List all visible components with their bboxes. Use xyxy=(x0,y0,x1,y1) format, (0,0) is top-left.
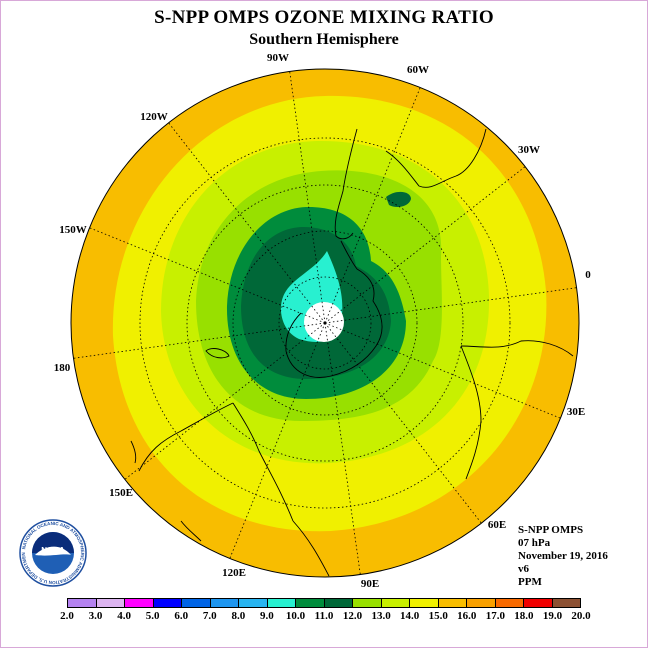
svg-text:NOAA: NOAA xyxy=(41,546,65,555)
info-version: v6 xyxy=(518,563,529,575)
legend-swatch xyxy=(296,599,325,607)
legend-tick-label: 10.0 xyxy=(285,610,306,622)
legend-tick-label: 17.0 xyxy=(485,610,505,622)
color-legend xyxy=(67,598,581,608)
legend-tick-label: 15.0 xyxy=(428,610,448,622)
lon-label-120e: 120E xyxy=(222,567,246,579)
noaa-logo: NATIONAL OCEANIC AND ATMOSPHERIC ADMINIS… xyxy=(19,519,87,587)
lon-label-60e: 60E xyxy=(487,519,507,531)
info-date: November 19, 2016 xyxy=(518,550,608,562)
lon-label-150w: 150W xyxy=(59,224,87,236)
legend-swatch xyxy=(524,599,553,607)
legend-swatch xyxy=(353,599,382,607)
map-title: S-NPP OMPS OZONE MIXING RATIO xyxy=(154,7,494,28)
legend-swatch xyxy=(68,599,97,607)
south-pole-marker xyxy=(323,321,327,325)
legend-tick-label: 11.0 xyxy=(314,610,334,622)
lon-label-90e: 90E xyxy=(360,578,380,590)
legend-tick-label: 5.0 xyxy=(145,610,160,622)
latitude-circle xyxy=(278,276,372,370)
lon-label-180: 180 xyxy=(53,362,71,374)
legend-tick-label: 16.0 xyxy=(457,610,477,622)
legend-swatch xyxy=(438,599,467,607)
map-boundary xyxy=(70,68,580,578)
lon-label-150e: 150E xyxy=(109,487,133,499)
legend-tick-label: 14.0 xyxy=(400,610,420,622)
legend-swatch xyxy=(210,599,239,607)
legend-tick-label: 2.0 xyxy=(60,610,74,622)
info-units: PPM xyxy=(518,576,542,588)
legend-tick-label: 6.0 xyxy=(174,610,189,622)
legend-tick-label: 13.0 xyxy=(371,610,391,622)
legend-tick-label: 18.0 xyxy=(514,610,534,622)
legend-tick-label: 20.0 xyxy=(571,610,591,622)
legend-tick-label: 3.0 xyxy=(88,610,103,622)
map-subtitle: Southern Hemisphere xyxy=(249,31,399,48)
lon-label-120w: 120W xyxy=(140,111,168,123)
product-info: S-NPP OMPS 07 hPa November 19, 2016 v6 P… xyxy=(518,524,608,589)
legend-tick-label: 9.0 xyxy=(260,610,274,622)
latitude-circle xyxy=(232,230,418,416)
ozone-field xyxy=(71,69,579,577)
lon-label-30w: 30W xyxy=(518,144,540,156)
lon-label-90w: 90W xyxy=(267,52,289,64)
legend-swatch xyxy=(125,599,154,607)
ozone-patch-dark-green xyxy=(386,191,411,207)
legend-ticks: 2.0 3.0 4.0 5.0 6.0 7.0 8.0 9.0 10.0 11.0 12.0 13.0… xyxy=(60,610,591,624)
info-pressure-level: 07 hPa xyxy=(518,537,551,549)
legend-swatch xyxy=(153,599,182,607)
legend-swatch xyxy=(410,599,439,607)
legend-tick-label: 4.0 xyxy=(117,610,131,622)
legend-swatch xyxy=(552,599,580,607)
lon-label-0: 0 xyxy=(585,269,591,281)
latitude-circle xyxy=(139,137,511,509)
lon-label-60w: 60W xyxy=(407,64,429,76)
coastlines xyxy=(130,128,574,577)
legend-swatch xyxy=(381,599,410,607)
lon-label-30e: 30E xyxy=(566,406,586,418)
legend-tick-label: 19.0 xyxy=(542,610,563,622)
legend-swatch xyxy=(96,599,125,607)
lat-lon-grid xyxy=(73,71,577,575)
legend-swatch xyxy=(324,599,353,607)
legend-tick-label: 7.0 xyxy=(202,610,217,622)
legend-swatch xyxy=(267,599,296,607)
legend-swatch xyxy=(495,599,524,607)
legend-tick-label: 8.0 xyxy=(231,610,246,622)
info-satellite: S-NPP OMPS xyxy=(518,524,584,536)
legend-tick-label: 12.0 xyxy=(342,610,363,622)
legend-swatch xyxy=(467,599,496,607)
legend-swatch xyxy=(239,599,268,607)
legend-swatch xyxy=(182,599,211,607)
latitude-circle xyxy=(186,184,464,462)
